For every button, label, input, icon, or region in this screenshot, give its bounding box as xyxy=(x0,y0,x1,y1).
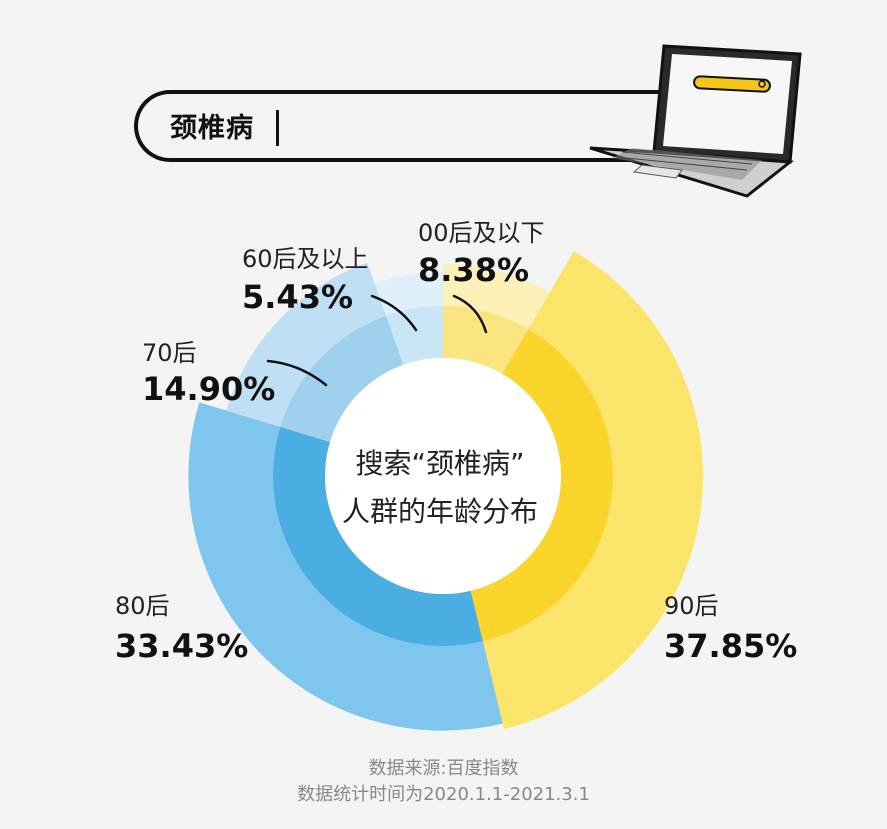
value-label-00s: 8.38% xyxy=(418,251,530,289)
text-cursor xyxy=(276,110,279,146)
slice-outer-90s xyxy=(482,251,703,729)
data-period: 数据统计时间为2020.1.1-2021.3.1 xyxy=(297,784,590,805)
chart-title: 搜索“颈椎病” 人群的年龄分布 xyxy=(320,440,560,536)
category-label-70s: 70后 xyxy=(142,339,197,367)
value-label-80s: 33.43% xyxy=(115,627,249,665)
slice-inner-90s xyxy=(470,329,613,642)
value-label-90s: 37.85% xyxy=(664,627,798,665)
search-term: 颈椎病 xyxy=(170,113,254,144)
leader-line-70s xyxy=(266,359,328,387)
value-label-70s: 14.90% xyxy=(142,370,276,408)
data-source: 数据来源:百度指数 xyxy=(368,758,519,779)
category-label-60s: 60后及以上 xyxy=(242,245,369,273)
slice-inner-00s xyxy=(443,306,529,374)
search-box[interactable]: 颈椎病 xyxy=(134,90,694,162)
donut-center xyxy=(325,358,561,594)
chart-title-line-1: 搜索“颈椎病” xyxy=(355,447,525,480)
slice-outer-70s xyxy=(226,262,387,427)
slice-inner-80s xyxy=(273,426,483,647)
leader-line-00s xyxy=(452,294,488,334)
chart-title-line-2: 人群的年龄分布 xyxy=(341,495,538,528)
slice-outer-80s xyxy=(188,402,503,731)
leader-line-60s xyxy=(370,294,418,332)
value-label-60s: 5.43% xyxy=(242,278,354,316)
slice-outer-00s xyxy=(443,263,550,330)
category-label-80s: 80后 xyxy=(115,592,170,620)
footer: 数据来源:百度指数 数据统计时间为2020.1.1-2021.3.1 xyxy=(0,756,887,808)
laptop-icon xyxy=(589,44,802,198)
category-label-90s: 90后 xyxy=(664,592,719,620)
slice-inner-60s xyxy=(386,306,443,365)
slice-inner-70s xyxy=(280,315,404,442)
category-label-00s: 00后及以下 xyxy=(418,219,545,247)
